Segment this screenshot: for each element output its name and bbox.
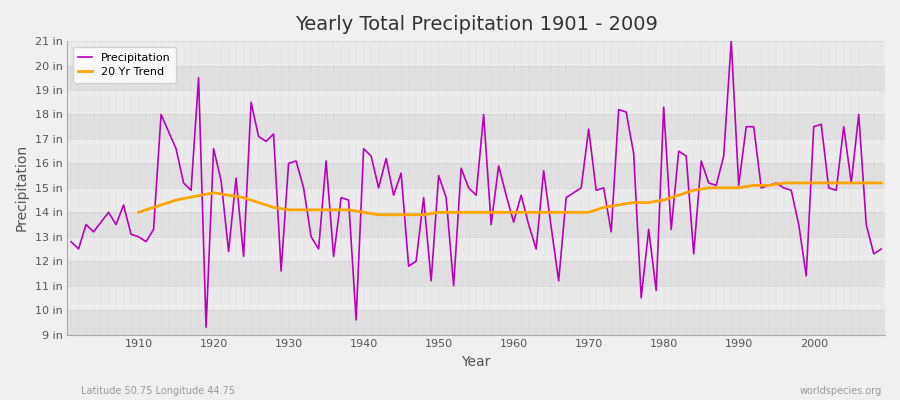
20 Yr Trend [464,210,474,215]
Bar [68,286,885,310]
Precipitation [201,325,212,330]
Bar [68,212,885,237]
Line: Precipitation: Precipitation [71,41,881,327]
20 Yr Trend [613,202,624,207]
20 Yr Trend [853,180,864,185]
20 Yr Trend [284,208,294,212]
Text: Latitude 50.75 Longitude 44.75: Latitude 50.75 Longitude 44.75 [81,386,235,396]
20 Yr Trend [313,208,324,212]
Precipitation [606,230,616,234]
Bar [68,114,885,139]
Bar [68,90,885,114]
20 Yr Trend [583,210,594,215]
Bar [68,310,885,334]
Precipitation [66,239,77,244]
20 Yr Trend [778,180,789,185]
Bar [68,188,885,212]
Legend: Precipitation, 20 Yr Trend: Precipitation, 20 Yr Trend [73,47,176,83]
Precipitation [343,198,354,202]
20 Yr Trend [876,180,886,185]
20 Yr Trend [703,186,714,190]
Bar [68,66,885,90]
20 Yr Trend [658,198,669,202]
20 Yr Trend [763,183,774,188]
Precipitation [725,39,736,44]
20 Yr Trend [448,210,459,215]
Bar [68,139,885,163]
20 Yr Trend [838,180,849,185]
20 Yr Trend [688,188,699,193]
20 Yr Trend [748,183,759,188]
20 Yr Trend [493,210,504,215]
20 Yr Trend [223,193,234,198]
20 Yr Trend [734,186,744,190]
Precipitation [298,186,309,190]
20 Yr Trend [568,210,579,215]
20 Yr Trend [523,210,534,215]
Precipitation [126,232,137,237]
20 Yr Trend [598,205,609,210]
20 Yr Trend [208,190,219,195]
Precipitation [516,193,526,198]
Bar [68,41,885,66]
20 Yr Trend [403,212,414,217]
20 Yr Trend [433,210,444,215]
20 Yr Trend [793,180,804,185]
X-axis label: Year: Year [462,355,490,369]
20 Yr Trend [718,186,729,190]
Text: worldspecies.org: worldspecies.org [800,386,882,396]
20 Yr Trend [238,195,249,200]
20 Yr Trend [673,193,684,198]
Bar [68,163,885,188]
20 Yr Trend [508,210,519,215]
20 Yr Trend [388,212,399,217]
20 Yr Trend [358,210,369,215]
20 Yr Trend [328,208,339,212]
Title: Yearly Total Precipitation 1901 - 2009: Yearly Total Precipitation 1901 - 2009 [294,15,658,34]
20 Yr Trend [478,210,489,215]
Precipitation [876,246,886,251]
Bar [68,237,885,261]
20 Yr Trend [374,212,384,217]
Y-axis label: Precipitation: Precipitation [15,144,29,232]
20 Yr Trend [343,208,354,212]
20 Yr Trend [171,198,182,202]
20 Yr Trend [253,200,264,205]
20 Yr Trend [644,200,654,205]
20 Yr Trend [538,210,549,215]
20 Yr Trend [418,212,429,217]
20 Yr Trend [824,180,834,185]
20 Yr Trend [808,180,819,185]
Bar [68,261,885,286]
20 Yr Trend [298,208,309,212]
20 Yr Trend [133,210,144,215]
20 Yr Trend [868,180,879,185]
Line: 20 Yr Trend: 20 Yr Trend [139,183,881,215]
20 Yr Trend [268,205,279,210]
20 Yr Trend [628,200,639,205]
Precipitation [508,220,519,224]
20 Yr Trend [554,210,564,215]
